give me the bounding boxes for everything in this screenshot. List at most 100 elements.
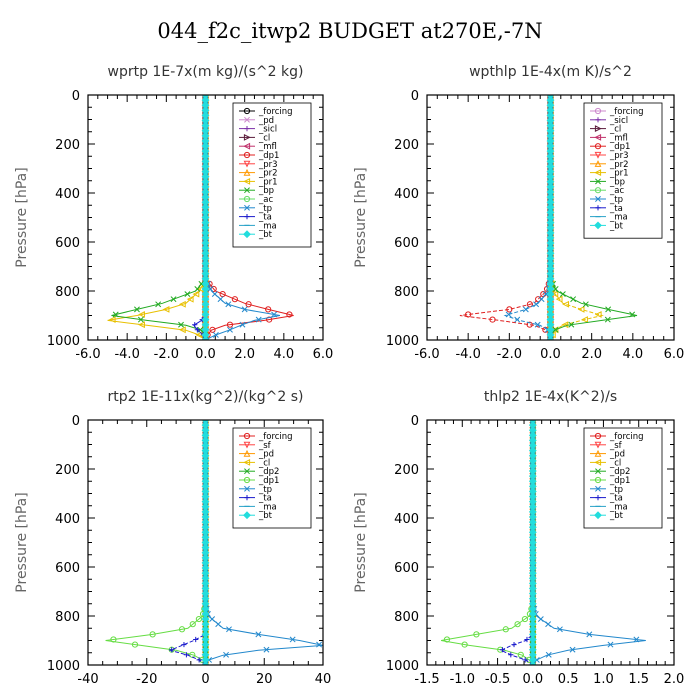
data-point [271, 311, 277, 318]
legend-label: _ac [609, 186, 624, 196]
data-point [633, 636, 640, 643]
data-point [562, 300, 570, 308]
legend-label: _tp [609, 485, 623, 495]
legend-marker [595, 196, 601, 202]
data-point [193, 636, 199, 643]
y-tick-label: 0 [411, 414, 419, 429]
y-tick-label: 600 [55, 561, 80, 576]
y-tick-label: 200 [394, 463, 419, 478]
data-point [207, 286, 214, 292]
data-point [605, 306, 612, 313]
legend-label: _forcing [609, 107, 644, 117]
legend-marker [243, 133, 251, 141]
data-point [545, 621, 552, 628]
legend-marker [244, 116, 250, 123]
x-tick-label: 0 [201, 672, 209, 687]
plot-area [459, 95, 638, 340]
panel-title: wprtp 1E-7x(m kg)/(s^2 kg) [108, 64, 304, 80]
data-point [522, 306, 529, 313]
data-point [546, 336, 555, 340]
axes-frame [87, 419, 324, 666]
legend-label: _ta [609, 204, 623, 214]
legend-marker [594, 511, 602, 520]
y-tick-label: 0 [411, 89, 419, 104]
legend-marker [594, 151, 602, 159]
data-point [594, 311, 602, 318]
legend-marker [595, 178, 601, 185]
data-point [138, 321, 145, 329]
data-point [138, 311, 145, 318]
data-point [155, 301, 162, 308]
data-point [181, 641, 187, 648]
legend-marker [244, 495, 250, 501]
legend-label: _bt [258, 511, 273, 521]
x-tick-label: 1.0 [593, 672, 614, 687]
y-tick-label: 800 [55, 610, 80, 625]
legend-marker [244, 468, 250, 475]
legend-marker [243, 142, 251, 150]
data-point [569, 646, 576, 653]
x-tick-label: 1.5 [628, 672, 649, 687]
legend-marker [594, 476, 602, 484]
data-point [189, 621, 196, 628]
x-tick-label: -6.0 [414, 347, 439, 362]
series-line-tp [205, 95, 280, 340]
legend-label: _ma [258, 221, 277, 231]
data-point [217, 296, 224, 303]
data-point [533, 301, 540, 308]
data-point [577, 305, 585, 313]
data-point [502, 626, 509, 633]
legend-marker [243, 476, 251, 484]
y-tick-label: 1000 [47, 659, 80, 674]
x-tick-label: -1.5 [414, 672, 439, 687]
legend-label: _pd [258, 450, 274, 460]
data-point [289, 636, 296, 643]
legend-label: _sicl [258, 125, 277, 135]
legend-marker [243, 151, 251, 159]
data-point [263, 646, 270, 653]
data-point [178, 321, 184, 328]
legend-label: _cl [609, 125, 621, 135]
data-point [266, 316, 273, 323]
data-point [255, 631, 262, 638]
data-point [521, 615, 529, 623]
legend-marker [243, 177, 251, 185]
x-tick-label: 0.5 [558, 672, 579, 687]
data-point [537, 616, 544, 623]
legend-marker [595, 117, 601, 123]
legend-marker [244, 126, 250, 132]
legend-marker [595, 468, 601, 475]
x-tick-label: 2.0 [664, 672, 685, 687]
data-point [522, 657, 528, 663]
legend-marker [243, 168, 251, 176]
plot-area [441, 420, 646, 665]
data-point [245, 301, 252, 308]
data-point [629, 311, 636, 318]
legend-label: _bt [258, 230, 273, 240]
data-point [533, 656, 540, 663]
data-point [184, 291, 191, 298]
legend-marker [594, 187, 602, 194]
data-point [526, 321, 533, 328]
legend-label: _cl [258, 458, 270, 468]
plot-area [105, 420, 323, 665]
legend-marker [594, 441, 602, 449]
chart-panel-4: thlp2 1E-4x(K^2)/s Pressure [hPa] -1.5 -1.0… [353, 389, 684, 687]
data-point [211, 291, 218, 298]
data-point [465, 311, 472, 318]
legend-label: _dp2 [258, 467, 279, 477]
x-tick-label: -1.0 [450, 672, 475, 687]
legend-marker [243, 449, 251, 457]
y-tick-label: 200 [55, 463, 80, 478]
data-point [517, 651, 524, 658]
data-point [443, 636, 451, 643]
legend-label: _pr1 [609, 169, 629, 179]
data-point [196, 657, 202, 663]
x-tick-label: -0.5 [485, 672, 510, 687]
data-point [201, 661, 210, 665]
series-line-dp1 [105, 420, 206, 665]
legend-marker [244, 214, 250, 220]
legend-marker [595, 485, 601, 492]
chart-panel-3: rtp2 1E-11x(kg^2)/(kg^2 s) Pressure [hPa]… [14, 389, 331, 687]
